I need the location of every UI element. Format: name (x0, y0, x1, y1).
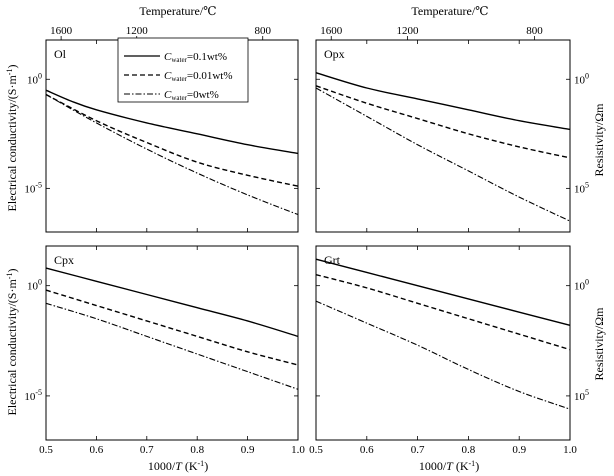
y-tick-label-cpx-1: 10-5 (24, 388, 42, 403)
y2-tick-label-opx-0: 100 (574, 71, 589, 86)
panel-label-cpx: Cpx (54, 253, 74, 267)
series-solid-ol (45, 89, 299, 155)
legend-box (117, 37, 249, 103)
x-tick-label-grt-4: 0.9 (512, 444, 526, 456)
panels-group: 1600 1200 800 100 10-5 Ol 1600 1200 800 100 105 Opx… (24, 25, 589, 456)
x-axis-title-sup: -1 (198, 459, 205, 468)
x-axis-title-T-2: T (446, 459, 454, 473)
x-axis-title-post-2: ) (475, 459, 479, 473)
series-dashdot-ol (45, 94, 299, 216)
y-axis-title-sup-2: -1 (5, 273, 14, 280)
y-tick-label-ol-0: 100 (27, 71, 42, 86)
series-solid-cpx (45, 267, 299, 338)
series-dashed-cpx (45, 289, 299, 366)
y2-tick-label-grt-0: 100 (574, 278, 589, 293)
series-dashdot-opx (315, 87, 571, 222)
temp-tick-label-opx-2: 800 (526, 25, 543, 37)
panel-frame-grt (315, 245, 571, 441)
legend-symbol-0: C (164, 51, 172, 63)
temp-tick-label-ol-2: 800 (254, 25, 271, 37)
y-axis-title-post: ) (5, 65, 19, 69)
series-solid-grt (315, 258, 571, 327)
y-axis-title-bottom: Electrical conductivity/(S·m-1) (5, 269, 19, 416)
temp-tick-label-ol-0: 1600 (50, 25, 73, 37)
x-tick-label-cpx-1: 0.6 (90, 444, 104, 456)
legend-symbol-2: C (164, 89, 172, 101)
y-axis-title-post-2: ) (5, 269, 19, 273)
x-axis-title-T: T (175, 459, 183, 473)
panel-cpx: 0.5 0.6 0.7 0.8 0.9 1.0 100 10-5 Cpx (24, 245, 305, 456)
legend-text-0: =0.1wt% (187, 51, 227, 63)
y-axis-title-main-2: Electrical conductivity/(S·m (5, 279, 19, 416)
panel-ol: 1600 1200 800 100 10-5 Ol (24, 25, 299, 233)
x-tick-label-grt-0: 0.5 (309, 444, 323, 456)
legend-symbol-1: C (164, 70, 172, 82)
series-dashed-ol (45, 93, 299, 187)
x-tick-label-grt-1: 0.6 (360, 444, 374, 456)
x-tick-label-grt-2: 0.7 (411, 444, 425, 456)
panel-grt: 0.5 0.6 0.7 0.8 0.9 1.0 100 105 Grt (309, 245, 589, 456)
series-dashdot-cpx (45, 302, 299, 390)
legend-sub-1: water (171, 75, 187, 83)
x-tick-label-cpx-4: 0.9 (241, 444, 255, 456)
panel-frame-cpx (45, 245, 299, 441)
top-axis-title-right: Temperature/℃ (411, 4, 488, 18)
panel-label-opx: Opx (324, 47, 345, 61)
temp-tick-label-opx-1: 1200 (396, 25, 419, 37)
x-axis-title-pre: 1000/ (148, 459, 176, 473)
legend-label-2: Cwater=0wt% (164, 89, 219, 102)
panel-opx: 1600 1200 800 100 105 Opx (315, 25, 589, 233)
series-dashdot-grt (315, 300, 571, 410)
series-dashed-grt (315, 273, 571, 351)
legend-text-2: =0wt% (187, 89, 219, 101)
panel-frame-opx (315, 39, 571, 233)
x-axis-title-mid-2: (K (453, 459, 469, 473)
x-tick-label-cpx-0: 0.5 (39, 444, 53, 456)
y-axis-title-main: Electrical conductivity/(S·m (5, 75, 19, 212)
legend-label-0: Cwater=0.1wt% (164, 51, 227, 64)
legend-sub-2: water (171, 94, 187, 102)
x-axis-title-left: 1000/T (K-1) (148, 459, 208, 473)
y2-tick-label-opx-1: 105 (574, 180, 589, 195)
legend-label-1: Cwater=0.01wt% (164, 70, 233, 83)
panel-label-ol: Ol (54, 47, 67, 61)
legend: Cwater=0.1wt% Cwater=0.01wt% Cwater=0wt% (117, 37, 249, 103)
x-axis-title-mid: (K (182, 459, 198, 473)
x-axis-title-sup-2: -1 (469, 459, 476, 468)
panel-label-grt: Grt (324, 253, 341, 267)
x-tick-label-grt-3: 0.8 (462, 444, 476, 456)
x-axis-title-post: ) (204, 459, 208, 473)
y2-axis-title-bottom: Resistivity/Ωm (592, 307, 606, 381)
top-axis-title-left: Temperature/℃ (139, 4, 216, 18)
x-tick-label-cpx-2: 0.7 (140, 444, 154, 456)
y-tick-label-ol-1: 10-5 (24, 180, 42, 195)
y2-tick-label-grt-1: 105 (574, 388, 589, 403)
series-dashed-opx (315, 85, 571, 159)
series-solid-opx (315, 72, 571, 131)
x-tick-label-cpx-3: 0.8 (190, 444, 204, 456)
x-tick-label-cpx-5: 1.0 (291, 444, 305, 456)
x-axis-title-right: 1000/T (K-1) (419, 459, 479, 473)
y2-axis-title-top: Resistivity/Ωm (592, 103, 606, 177)
y-axis-title-top: Electrical conductivity/(S·m-1) (5, 65, 19, 212)
legend-sub-0: water (171, 56, 187, 64)
legend-text-1: =0.01wt% (187, 70, 233, 82)
y-axis-title-sup: -1 (5, 69, 14, 76)
x-axis-title-pre-2: 1000/ (419, 459, 447, 473)
temp-tick-label-opx-0: 1600 (320, 25, 343, 37)
temp-tick-label-ol-1: 1200 (126, 25, 149, 37)
x-tick-label-grt-5: 1.0 (563, 444, 577, 456)
y-tick-label-cpx-0: 100 (27, 278, 42, 293)
